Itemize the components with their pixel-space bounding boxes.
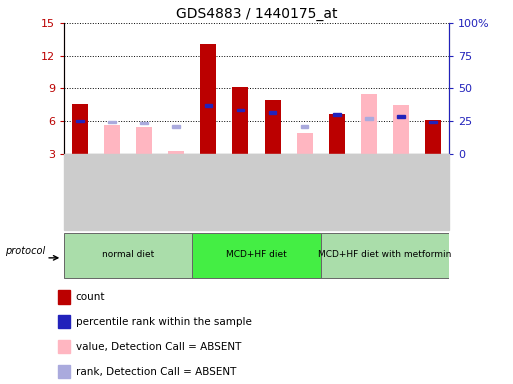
Text: GSM878118: GSM878118 — [140, 164, 149, 220]
Text: normal diet: normal diet — [102, 250, 154, 259]
Text: GSM878125: GSM878125 — [364, 165, 373, 219]
Bar — [236, 109, 244, 111]
Bar — [393, 105, 409, 154]
Text: protocol: protocol — [5, 247, 45, 257]
Bar — [361, 94, 377, 154]
Text: count: count — [75, 291, 105, 302]
Bar — [141, 122, 148, 124]
Text: GSM878127: GSM878127 — [428, 165, 438, 219]
Bar — [192, 233, 321, 278]
Bar — [297, 133, 312, 154]
Text: value, Detection Call = ABSENT: value, Detection Call = ABSENT — [75, 341, 241, 352]
Text: GSM878123: GSM878123 — [300, 165, 309, 219]
Bar — [333, 113, 341, 116]
Bar — [385, 154, 417, 230]
Bar — [160, 154, 192, 230]
Bar — [425, 120, 441, 154]
Text: rank, Detection Call = ABSENT: rank, Detection Call = ABSENT — [75, 366, 236, 377]
Bar — [205, 104, 212, 107]
Bar — [269, 111, 277, 114]
Bar — [72, 104, 88, 154]
Bar — [429, 121, 437, 123]
Bar — [329, 114, 345, 154]
Bar — [417, 154, 449, 230]
Text: GSM878119: GSM878119 — [172, 164, 181, 220]
Bar — [192, 154, 225, 230]
Title: GDS4883 / 1440175_at: GDS4883 / 1440175_at — [176, 7, 337, 21]
Text: GSM878126: GSM878126 — [396, 165, 405, 219]
Bar — [76, 119, 84, 122]
Bar — [201, 44, 216, 154]
Text: GSM878117: GSM878117 — [108, 164, 117, 220]
Bar — [58, 315, 70, 328]
Bar — [301, 125, 308, 128]
Bar — [353, 154, 385, 230]
Bar — [168, 151, 184, 154]
Bar — [256, 154, 288, 230]
Bar — [104, 125, 120, 154]
Text: MCD+HF diet: MCD+HF diet — [226, 250, 287, 259]
Bar — [172, 125, 180, 128]
Bar — [108, 121, 116, 123]
Text: GSM878116: GSM878116 — [75, 164, 85, 220]
Bar — [288, 154, 321, 230]
Bar — [64, 154, 96, 230]
Bar — [365, 118, 372, 120]
Text: GSM878124: GSM878124 — [332, 165, 341, 219]
Bar — [232, 87, 248, 154]
Text: GSM878120: GSM878120 — [204, 165, 213, 219]
Bar — [265, 100, 281, 154]
Bar — [58, 340, 70, 353]
Bar — [96, 154, 128, 230]
Bar — [128, 154, 160, 230]
Bar — [136, 127, 152, 154]
Bar — [321, 154, 353, 230]
Bar — [58, 365, 70, 378]
Bar — [321, 233, 449, 278]
Text: GSM878121: GSM878121 — [236, 165, 245, 219]
Text: MCD+HF diet with metformin: MCD+HF diet with metformin — [318, 250, 451, 259]
Text: GSM878122: GSM878122 — [268, 165, 277, 219]
Bar — [397, 115, 405, 118]
Text: percentile rank within the sample: percentile rank within the sample — [75, 316, 251, 327]
Bar — [58, 290, 70, 303]
Bar — [225, 154, 256, 230]
Bar — [64, 233, 192, 278]
